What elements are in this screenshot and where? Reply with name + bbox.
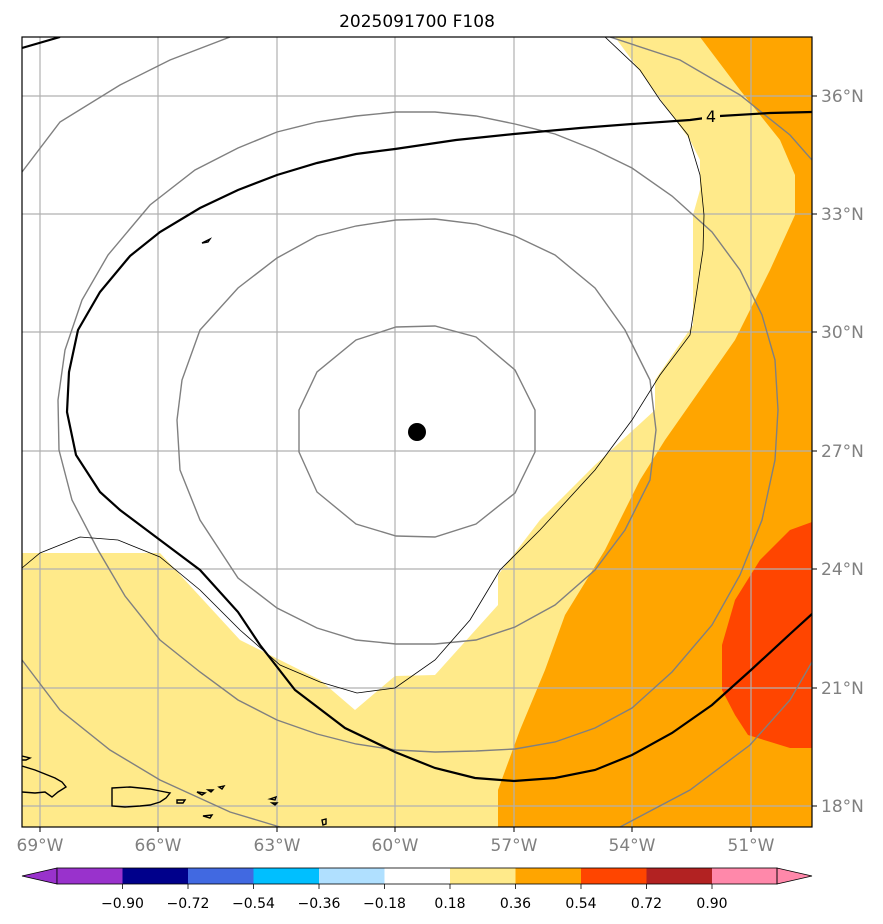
grey-contour-ring-4-lower (22, 659, 281, 827)
colorbar-segment-6 (384, 868, 450, 884)
island-cuba-east (22, 765, 68, 798)
lon-label-60w: 60°W (372, 836, 419, 856)
thin-black-zero-contour (22, 37, 705, 694)
cbar-label-8: 0.54 (565, 896, 596, 912)
grey-contour-ring-4 (22, 37, 231, 173)
lat-label-27n: 27°N (821, 442, 864, 462)
cbar-label-10: 0.90 (696, 896, 727, 912)
longitude-labels: 69°W 66°W 63°W 60°W 57°W 54°W 51°W (17, 836, 775, 856)
grey-contour-ring-2 (176, 218, 657, 645)
map-plot-area: 4 (22, 37, 812, 827)
island-vi-1 (196, 791, 207, 796)
island-vi-2 (205, 789, 215, 793)
axis-ticks (39, 95, 817, 832)
lat-label-36n: 36°N (821, 87, 864, 107)
lat-label-21n: 21°N (821, 679, 864, 699)
island-small-north (201, 237, 213, 244)
grey-contour-ring-4-right (609, 37, 812, 161)
thick-black-contour-4-main (65, 110, 812, 783)
lon-label-66w: 66°W (135, 836, 182, 856)
island-hispaniola-west (111, 786, 172, 808)
colorbar-frame (56, 867, 778, 885)
colorbar-segment-2 (122, 868, 188, 884)
grey-contour-ring-4-lower-right (619, 661, 812, 827)
cbar-label-1: −0.90 (101, 896, 144, 912)
lon-label-54w: 54°W (609, 836, 656, 856)
island-puerto-rico (176, 799, 187, 804)
colorbar: −0.90 −0.72 −0.54 −0.36 −0.18 0.18 0.36 … (21, 867, 813, 912)
grey-contour-ring-3 (57, 111, 779, 753)
figure-title: 2025091700 F108 (339, 12, 495, 32)
grey-pressure-contours (22, 37, 812, 827)
colorbar-segment-5 (319, 868, 385, 884)
island-lesser-antilles-2 (269, 802, 279, 806)
colorbar-segment-1 (57, 868, 123, 884)
island-vi-3 (217, 784, 226, 790)
map-frame (21, 36, 813, 828)
island-lesser-antilles-1 (267, 795, 278, 801)
colorbar-segment-9 (581, 868, 647, 884)
cbar-label-7: 0.36 (500, 896, 531, 912)
colorbar-segment-3 (188, 868, 254, 884)
colorbar-segment-4 (253, 868, 319, 884)
cbar-label-9: 0.72 (631, 896, 662, 912)
colorbar-extend-right (776, 867, 813, 885)
fill-red-orange-region (722, 522, 812, 748)
colorbar-ticks (122, 884, 713, 889)
colorbar-extend-left (21, 867, 58, 885)
coastlines (22, 237, 327, 826)
lat-label-18n: 18°N (821, 797, 864, 817)
colorbar-segment-11 (712, 868, 777, 884)
lon-label-57w: 57°W (491, 836, 538, 856)
contour-label-4: 4 (706, 107, 716, 126)
lon-label-51w: 51°W (728, 836, 775, 856)
lat-label-24n: 24°N (821, 560, 864, 580)
colorbar-segment-7 (450, 868, 516, 884)
lat-label-33n: 33°N (821, 205, 864, 225)
island-cuba-tip (22, 755, 33, 761)
cbar-label-5: −0.18 (363, 896, 406, 912)
colorbar-labels: −0.90 −0.72 −0.54 −0.36 −0.18 0.18 0.36 … (101, 896, 728, 912)
graticule (22, 37, 812, 827)
island-lesser-antilles-3 (202, 814, 214, 819)
lat-label-30n: 30°N (821, 323, 864, 343)
grey-contour-ring-1 (298, 325, 536, 538)
island-lesser-antilles-4 (321, 818, 327, 826)
lon-label-63w: 63°W (254, 836, 301, 856)
colorbar-segment-10 (646, 868, 712, 884)
latitude-labels: 36°N 33°N 30°N 27°N 24°N 21°N 18°N (821, 87, 864, 817)
storm-center-marker (408, 423, 426, 441)
thick-black-contour-4 (22, 37, 61, 50)
cbar-label-3: −0.54 (232, 896, 275, 912)
cbar-label-4: −0.36 (298, 896, 341, 912)
cbar-label-6: 0.18 (434, 896, 465, 912)
contour-label-background (702, 106, 720, 126)
cbar-label-2: −0.72 (167, 896, 210, 912)
lon-label-69w: 69°W (17, 836, 64, 856)
colorbar-segment-8 (515, 868, 581, 884)
